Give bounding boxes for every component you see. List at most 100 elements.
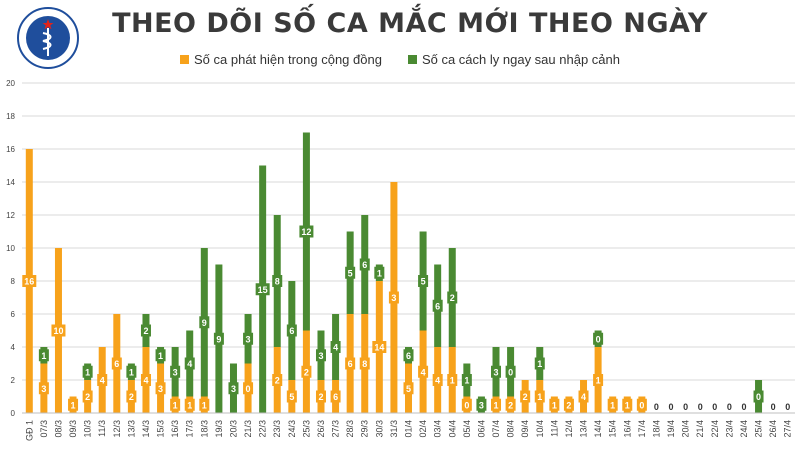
data-label-community: 1	[625, 400, 630, 410]
data-label-community-bg	[199, 398, 210, 411]
legend-label-community: Số ca phát hiện trong cộng đồng	[194, 52, 382, 67]
x-tick-label: 02/4	[418, 420, 428, 438]
data-label-quarantine: 1	[158, 351, 163, 361]
data-label-quarantine-bg	[359, 258, 370, 271]
data-label-quarantine-bg	[432, 299, 443, 312]
data-label-community-bg	[593, 374, 604, 386]
x-tick-label: 29/3	[360, 420, 370, 438]
data-label-community-bg	[243, 382, 254, 395]
data-label-quarantine-bg	[505, 365, 516, 378]
data-label-community: 6	[333, 392, 338, 402]
data-label-community-bg	[22, 275, 37, 287]
data-label-quarantine: 2	[450, 293, 455, 303]
legend-swatch-quarantine	[407, 55, 417, 64]
data-label-community-bg	[111, 357, 122, 370]
data-label-quarantine: 3	[494, 367, 499, 377]
x-tick-label: 14/3	[141, 420, 151, 438]
y-tick-label: 4	[11, 343, 16, 352]
data-label-community: 5	[289, 392, 294, 402]
data-label-zero: 0	[669, 402, 674, 412]
data-label-community: 0	[246, 384, 251, 394]
x-tick-label: 20/4	[681, 420, 691, 438]
data-label-community: 2	[523, 392, 528, 402]
data-label-community: 14	[374, 343, 384, 353]
data-label-quarantine-bg	[447, 291, 458, 304]
data-label-quarantine: 12	[301, 227, 311, 237]
data-label-community-bg	[301, 365, 312, 378]
y-tick-label: 14	[6, 178, 15, 187]
x-tick-label: 08/4	[506, 420, 516, 438]
y-tick-label: 8	[11, 277, 16, 286]
x-tick-label: 17/3	[185, 420, 195, 438]
data-label-quarantine-bg	[418, 275, 429, 287]
data-label-community-bg	[68, 398, 79, 411]
data-label-community-bg	[607, 398, 618, 411]
data-label-community-bg	[388, 291, 399, 304]
data-label-quarantine: 6	[362, 260, 367, 270]
data-label-zero: 0	[698, 402, 703, 412]
data-label-community-bg	[170, 398, 181, 411]
data-label-quarantine: 1	[464, 376, 469, 386]
data-label-community-bg	[345, 357, 356, 370]
data-label-quarantine: 1	[377, 268, 382, 278]
data-label-quarantine-bg	[345, 266, 356, 279]
x-tick-label: 22/3	[258, 420, 268, 438]
data-label-community-bg	[51, 324, 66, 337]
data-label-quarantine-bg	[299, 225, 314, 238]
data-label-quarantine: 4	[187, 359, 192, 369]
data-label-community: 2	[304, 367, 309, 377]
x-tick-label: 04/4	[447, 420, 457, 438]
data-label-quarantine-bg	[228, 382, 239, 395]
x-tick-label: 19/3	[214, 420, 224, 438]
data-label-community-bg	[491, 398, 502, 411]
data-label-community-bg	[549, 398, 560, 411]
x-tick-label: 09/4	[520, 420, 530, 438]
x-tick-label: 15/3	[156, 420, 166, 438]
data-label-community-bg	[447, 374, 458, 386]
data-label-community-bg	[622, 398, 633, 411]
data-label-community: 5	[406, 384, 411, 394]
data-label-community-bg	[38, 382, 49, 395]
data-label-community: 6	[114, 359, 119, 369]
data-label-community: 2	[508, 400, 513, 410]
data-label-community: 1	[173, 400, 178, 410]
ministry-of-health-logo	[17, 7, 79, 69]
x-tick-label: 07/3	[39, 420, 49, 438]
data-label-community-bg	[372, 341, 387, 353]
x-tick-label: 18/3	[199, 420, 209, 438]
x-tick-label: 21/3	[243, 420, 253, 438]
y-tick-label: 0	[11, 409, 16, 418]
data-label-quarantine-bg	[126, 365, 137, 378]
data-label-community-bg	[286, 390, 297, 403]
data-label-quarantine: 1	[537, 359, 542, 369]
legend-label-quarantine: Số ca cách ly ngay sau nhập cảnh	[421, 52, 620, 67]
data-label-quarantine: 5	[348, 268, 353, 278]
data-label-quarantine-bg	[243, 332, 254, 345]
data-label-quarantine: 6	[406, 351, 411, 361]
x-tick-label: 18/4	[651, 420, 661, 438]
x-tick-label: 31/3	[389, 420, 399, 438]
data-label-community-bg	[82, 390, 93, 403]
y-tick-label: 6	[11, 310, 16, 319]
x-tick-label: 15/4	[608, 420, 618, 438]
data-label-community: 1	[596, 376, 601, 386]
data-label-community: 4	[421, 367, 426, 377]
data-label-community: 2	[129, 392, 134, 402]
x-tick-label: 05/4	[462, 420, 472, 438]
data-label-community: 2	[318, 392, 323, 402]
page-title: THEO DÕI SỐ CA MẮC MỚI THEO NGÀY	[112, 8, 708, 39]
x-tick-label: 17/4	[637, 420, 647, 438]
data-label-quarantine-bg	[38, 349, 49, 362]
data-label-quarantine-bg	[374, 266, 385, 279]
y-tick-label: 20	[6, 79, 15, 88]
data-label-community: 4	[100, 376, 105, 386]
x-tick-label: 10/4	[535, 420, 545, 438]
data-label-quarantine-bg	[330, 341, 341, 353]
x-tick-label: 25/4	[754, 420, 764, 438]
x-tick-label: 25/3	[301, 420, 311, 438]
data-label-community-bg	[155, 382, 166, 395]
data-label-quarantine-bg	[753, 390, 764, 403]
data-label-zero: 0	[785, 402, 790, 412]
data-label-quarantine: 6	[435, 301, 440, 311]
data-label-community-bg	[140, 374, 151, 386]
